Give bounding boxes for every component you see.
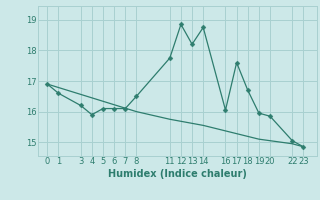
X-axis label: Humidex (Indice chaleur): Humidex (Indice chaleur) — [108, 169, 247, 179]
